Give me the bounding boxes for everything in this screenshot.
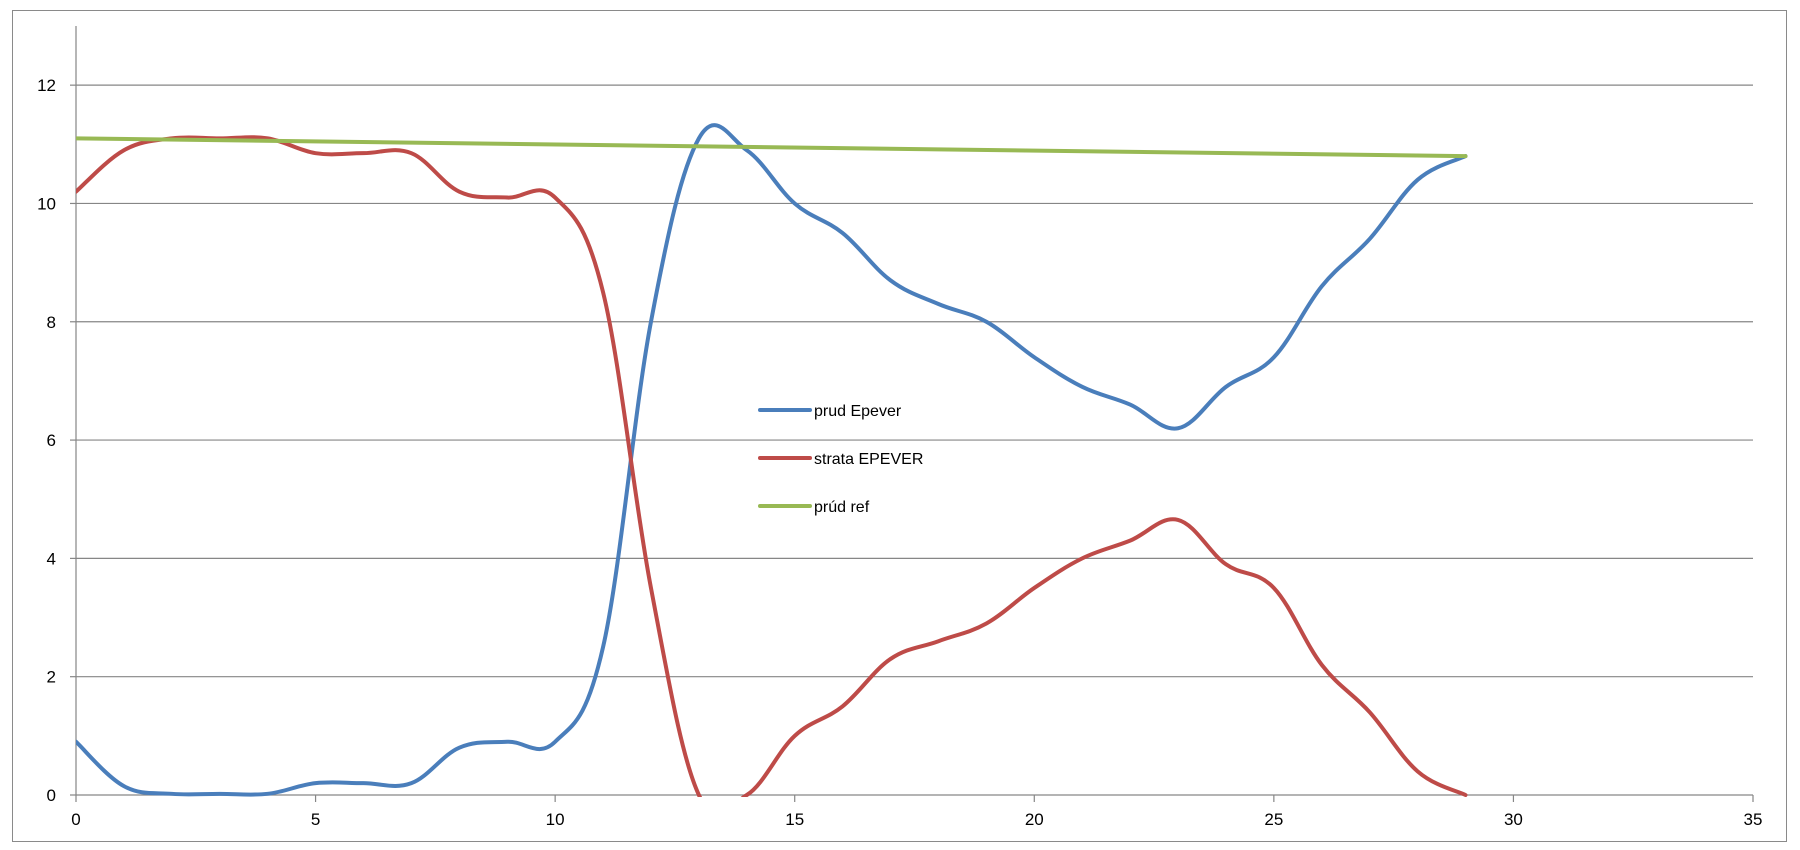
axes: 0 2 4 6 8 10 12 0 5 10 15 20 25 30 35 xyxy=(37,26,1762,829)
x-tick-label: 0 xyxy=(71,810,80,829)
series-line-2 xyxy=(76,135,1468,797)
legend-label: prúd ref xyxy=(814,499,870,516)
y-tick-label: 12 xyxy=(37,76,56,95)
gridlines xyxy=(76,84,1753,678)
legend-label: prud Epever xyxy=(814,403,902,420)
series-lines xyxy=(76,123,1468,797)
x-tick-label: 30 xyxy=(1504,810,1523,829)
x-tick-label: 25 xyxy=(1264,810,1283,829)
x-tick-label: 5 xyxy=(311,810,320,829)
y-tick-label: 8 xyxy=(47,313,56,332)
legend-label: strata EPEVER xyxy=(814,451,923,468)
x-tick-label: 15 xyxy=(785,810,804,829)
y-tick-label: 10 xyxy=(37,194,56,213)
x-tick-label: 10 xyxy=(546,810,565,829)
y-tick-label: 6 xyxy=(47,431,56,450)
x-tick-label: 20 xyxy=(1025,810,1044,829)
y-tick-label: 0 xyxy=(47,786,56,805)
legend: prud Epever strata EPEVER prúd ref xyxy=(758,403,923,516)
y-tick-label: 4 xyxy=(47,549,56,568)
y-tick-label: 2 xyxy=(47,668,56,687)
x-tick-label: 35 xyxy=(1744,810,1763,829)
series-line-1 xyxy=(76,123,1468,797)
series-line-3 xyxy=(76,136,1468,159)
